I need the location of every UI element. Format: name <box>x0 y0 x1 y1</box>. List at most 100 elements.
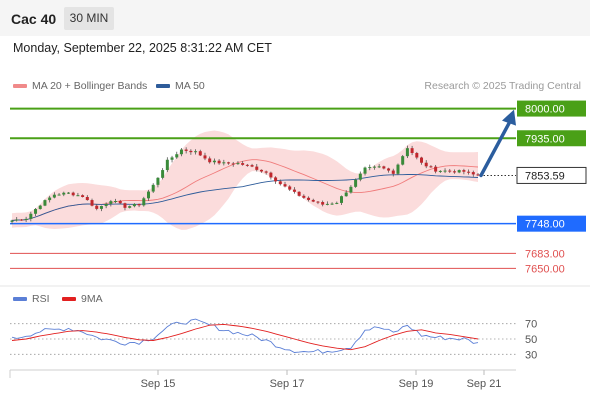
rsi-swatch <box>13 297 27 302</box>
candle-body <box>76 195 80 197</box>
candle-body <box>43 200 47 206</box>
current-price-box <box>516 166 587 184</box>
candle-body <box>147 191 151 199</box>
candle-body <box>81 195 85 197</box>
x-axis-label: Sep 17 <box>270 378 305 390</box>
candle-body <box>349 186 353 193</box>
candle-body <box>339 196 343 203</box>
candle-body <box>165 159 169 171</box>
candle-body <box>358 173 362 180</box>
resistance-label-box <box>517 100 586 117</box>
candle-body <box>62 192 66 195</box>
candle-body <box>476 174 480 176</box>
legend-rsi: RSI <box>13 293 50 305</box>
candle-body <box>335 202 339 204</box>
bollinger-band <box>12 130 478 230</box>
rsi-tick-label: 50 <box>525 334 537 346</box>
candle-body <box>325 203 329 205</box>
candle-body <box>259 169 263 172</box>
candle-body <box>227 162 231 164</box>
candle-body <box>231 163 235 165</box>
candle-body <box>448 170 452 172</box>
rsi-tick-label: 70 <box>525 319 537 331</box>
candle-body <box>161 170 165 178</box>
candle-body <box>443 170 447 172</box>
candle-body <box>410 148 414 154</box>
candle-body <box>208 158 212 163</box>
candle-body <box>109 201 113 204</box>
candle-body <box>132 203 136 207</box>
candle-body <box>241 163 245 165</box>
candle-body <box>377 166 381 168</box>
rsi-ma-line <box>11 323 479 351</box>
candle-body <box>420 157 424 163</box>
projection-arrow-shaft <box>479 117 513 178</box>
candle-body <box>467 171 471 173</box>
price-level-label: 7683.00 <box>525 248 565 260</box>
candle-body <box>471 172 475 175</box>
candle-body <box>142 198 146 206</box>
legend-ma50-label: MA 50 <box>175 80 205 92</box>
candle-body <box>429 166 433 168</box>
candle-body <box>99 206 103 209</box>
candle-body <box>344 192 348 197</box>
candle-body <box>15 219 19 221</box>
candle-body <box>66 192 70 194</box>
candle-body <box>452 171 456 173</box>
candle-body <box>137 203 141 206</box>
legend-rsi-ma-label: 9MA <box>81 293 103 305</box>
legend-bollinger-label: MA 20 + Bollinger Bands <box>32 80 148 92</box>
x-axis-label: Sep 19 <box>399 378 434 390</box>
projection-arrow-head <box>502 109 516 126</box>
candle-body <box>250 165 254 167</box>
candle-body <box>302 195 306 198</box>
ma50-line <box>11 173 479 221</box>
candle-body <box>34 209 38 214</box>
candle-body <box>316 201 320 203</box>
candle-body <box>222 162 226 164</box>
candle-body <box>387 168 391 171</box>
candle-body <box>123 203 127 208</box>
candle-body <box>19 219 23 221</box>
current-price-label: 7853.59 <box>525 170 565 182</box>
candle-body <box>283 184 287 187</box>
candle-body <box>245 164 249 166</box>
candle-body <box>118 200 122 204</box>
candle-body <box>212 160 216 163</box>
x-axis-label: Sep 21 <box>467 378 502 390</box>
candle-body <box>90 200 94 206</box>
candle-body <box>363 167 367 174</box>
candle-body <box>170 157 174 160</box>
candle-body <box>297 191 301 196</box>
candle-body <box>52 194 56 198</box>
candle-body <box>292 189 296 192</box>
candle-body <box>217 160 221 164</box>
candle-body <box>311 199 315 202</box>
rsi-line <box>11 318 479 354</box>
research-credit: Research © 2025 Trading Central <box>424 80 581 92</box>
bollinger-swatch <box>13 84 27 89</box>
symbol-title: Cac 40 <box>11 11 57 27</box>
timeframe-button[interactable]: 30 MIN <box>64 7 114 30</box>
candle-body <box>179 149 183 155</box>
candle-body <box>307 197 311 200</box>
candle-body <box>368 167 372 169</box>
candle-body <box>330 203 334 205</box>
legend-rsi-label: RSI <box>32 293 50 305</box>
candle-body <box>438 170 442 172</box>
support-label-box <box>517 215 586 232</box>
candle-body <box>114 200 118 202</box>
rsi-tick-label: 30 <box>525 349 537 361</box>
candle-body <box>198 151 202 156</box>
candle-body <box>354 179 358 187</box>
candle-body <box>264 171 268 173</box>
candle-body <box>396 164 400 174</box>
x-axis-label: Sep 15 <box>141 378 176 390</box>
resistance-label: 8000.00 <box>525 104 565 116</box>
legend-bollinger: MA 20 + Bollinger Bands <box>13 80 147 92</box>
ma50-swatch <box>156 84 170 89</box>
candle-body <box>405 148 409 157</box>
candle-body <box>278 181 282 185</box>
candle-body <box>38 205 42 210</box>
